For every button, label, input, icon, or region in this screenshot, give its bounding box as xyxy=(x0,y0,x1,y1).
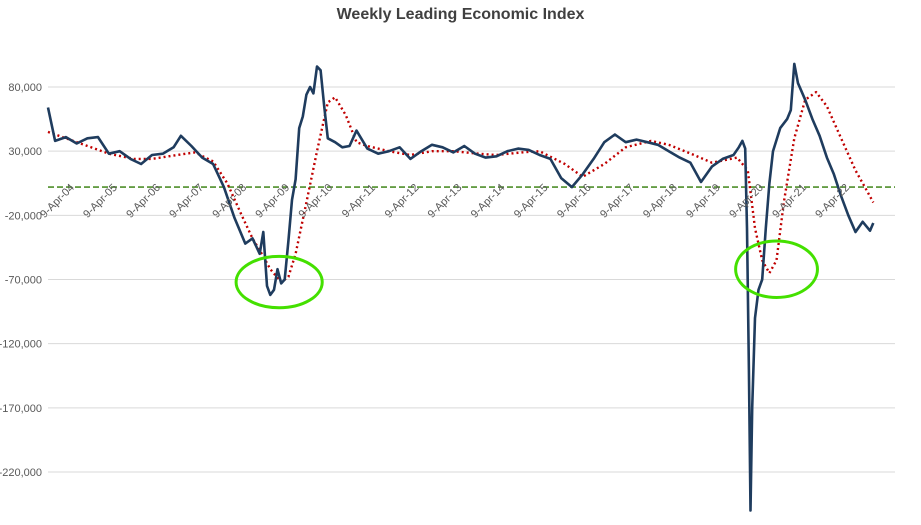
chart-title: Weekly Leading Economic Index xyxy=(336,6,585,23)
highlight-ellipse xyxy=(734,239,819,299)
y-tick-label: 80,000 xyxy=(8,82,42,94)
y-tick-label: -220,000 xyxy=(0,467,42,479)
series-line-weekly-index xyxy=(46,62,875,512)
annotation-layer xyxy=(234,239,819,310)
y-axis: 80,000 30,000 -20,000 -70,000 -120,000 -170,0… xyxy=(0,82,42,479)
y-tick-label: -170,000 xyxy=(0,403,42,415)
highlight-ellipse xyxy=(234,254,324,310)
y-tick-label: -120,000 xyxy=(0,339,42,351)
y-tick-label: -70,000 xyxy=(5,275,42,287)
y-tick-label: 30,000 xyxy=(8,146,42,158)
series-layer xyxy=(46,62,895,512)
y-tick-label: -20,000 xyxy=(5,210,42,222)
